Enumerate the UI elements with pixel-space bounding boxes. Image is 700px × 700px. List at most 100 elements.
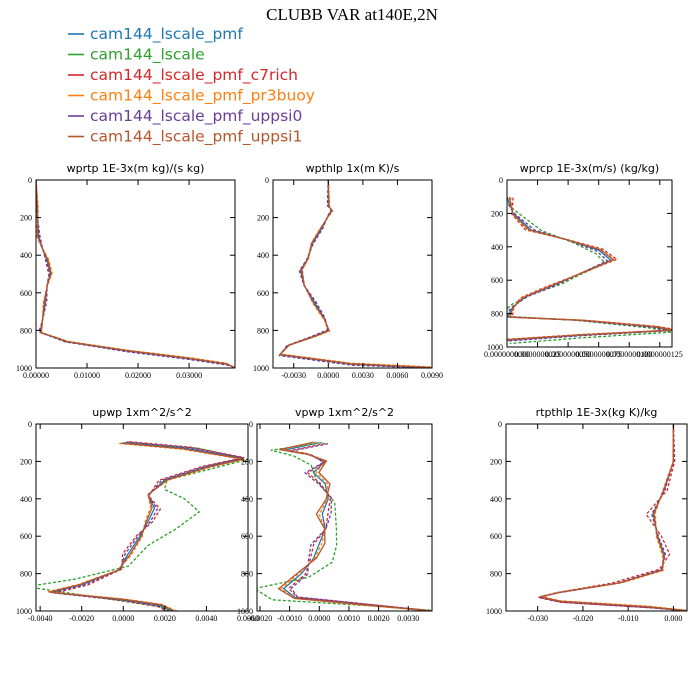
panel-1: wprtp 1E-3x(m kg)/(s kg) 0 200 400 600 800 100… xyxy=(16,162,236,380)
panel-curves xyxy=(36,180,235,368)
y-tick-label: 600 xyxy=(20,532,32,541)
y-tick-label: 200 xyxy=(20,214,32,223)
legend-label: cam144_lscale_pmf_uppsi1 xyxy=(90,128,302,147)
panel-title: wprcp 1E-3x(m/s) (kg/kg) xyxy=(520,162,659,175)
y-tick-label: 200 xyxy=(241,457,253,466)
y-tick-label: 800 xyxy=(490,570,502,579)
panel-title: wprtp 1E-3x(m kg)/(s kg) xyxy=(67,162,205,175)
x-tick-label: 0.0000000100 xyxy=(606,350,652,359)
y-tick-label: 0 xyxy=(249,420,253,429)
panels: wprtp 1E-3x(m kg)/(s kg) 0 200 400 600 800 100… xyxy=(16,162,688,623)
y-tick-label: 200 xyxy=(257,214,269,223)
x-tick-label: 0.0000 xyxy=(112,614,134,623)
legend-label: cam144_lscale_pmf_c7rich xyxy=(90,66,298,85)
legend-label: cam144_lscale xyxy=(90,46,205,65)
y-tick-label: 0 xyxy=(265,176,269,185)
x-tick-label: 0.0090 xyxy=(421,371,443,380)
x-tick-label: 0.0030 xyxy=(397,614,419,623)
x-tick-label: -0.010 xyxy=(618,614,639,623)
y-tick-label: 1000 xyxy=(16,364,32,373)
y-tick-label: 400 xyxy=(491,243,503,252)
panel-curves xyxy=(36,441,248,611)
y-tick-label: 0 xyxy=(28,420,32,429)
x-tick-label: 0.0060 xyxy=(386,371,408,380)
series-line-cam144_lscale xyxy=(257,442,432,611)
series-line-cam144_lscale_pmf_uppsi1 xyxy=(540,424,687,611)
series-line-cam144_lscale_pmf_c7rich xyxy=(287,442,425,611)
y-tick-label: 0 xyxy=(28,176,32,185)
x-tick-label: -0.0040 xyxy=(28,614,53,623)
x-tick-label: -0.0020 xyxy=(248,614,273,623)
y-tick-label: 400 xyxy=(20,251,32,260)
panel-frame xyxy=(256,423,433,612)
series-line-cam144_lscale_pmf_uppsi1 xyxy=(507,196,672,341)
panel-frame xyxy=(35,423,249,612)
y-tick-label: 400 xyxy=(20,495,32,504)
y-tick-label: 600 xyxy=(257,289,269,298)
x-tick-label: 0.0030 xyxy=(352,371,374,380)
series-line-cam144_lscale_pmf_pr3buoy xyxy=(36,180,234,368)
y-tick-label: 1000 xyxy=(16,607,32,616)
x-tick-label: -0.0010 xyxy=(277,614,302,623)
series-line-cam144_lscale_pmf_uppsi1 xyxy=(48,442,244,611)
x-tick-label: 0.0000000075 xyxy=(576,350,622,359)
y-tick-label: 200 xyxy=(20,457,32,466)
x-tick-label: 0.0060 xyxy=(237,614,259,623)
series-line-cam144_lscale_pmf_uppsi0 xyxy=(539,424,687,611)
y-tick-label: 400 xyxy=(241,495,253,504)
series-line-cam144_lscale_pmf_pr3buoy xyxy=(280,441,432,611)
series-line-cam144_lscale_pmf_uppsi0 xyxy=(52,441,245,611)
y-tick-label: 600 xyxy=(490,532,502,541)
series-line-cam144_lscale_pmf xyxy=(282,442,430,611)
x-tick-label: 0.0020 xyxy=(154,614,176,623)
panel-6: rtpthlp 1E-3x(kg K)/kg 0 200 400 600 800 1000 -… xyxy=(486,406,688,623)
panel-title: upwp 1xm^2/s^2 xyxy=(92,406,192,419)
series-line-cam144_lscale_pmf_uppsi1 xyxy=(278,180,432,368)
y-tick-label: 600 xyxy=(241,532,253,541)
legend: cam144_lscale_pmfcam144_lscalecam144_lsc… xyxy=(68,25,315,147)
panel-title: rtpthlp 1E-3x(kg K)/kg xyxy=(536,406,658,419)
x-tick-label: 0.03000 xyxy=(176,371,202,380)
legend-label: cam144_lscale_pmf xyxy=(90,25,243,44)
y-tick-label: 800 xyxy=(20,570,32,579)
x-tick-label: 0.00000 xyxy=(23,371,49,380)
panel-curves xyxy=(537,424,687,611)
panel-curves xyxy=(278,180,432,368)
y-tick-label: 1000 xyxy=(237,607,253,616)
x-tick-label: 0.0000000125 xyxy=(637,350,683,359)
series-line-cam144_lscale_pmf_uppsi0 xyxy=(289,443,422,611)
series-line-cam144_lscale_pmf xyxy=(36,180,235,368)
series-line-cam144_lscale_pmf_uppsi0 xyxy=(36,180,235,368)
x-tick-label: -0.0030 xyxy=(281,371,306,380)
y-tick-label: 800 xyxy=(20,326,32,335)
panel-title: wpthlp 1x(m K)/s xyxy=(306,162,400,175)
y-tick-label: 600 xyxy=(491,276,503,285)
series-line-cam144_lscale_pmf_c7rich xyxy=(36,180,235,368)
x-tick-label: 0.0000000050 xyxy=(545,350,591,359)
y-tick-label: 200 xyxy=(490,457,502,466)
panel-2: wpthlp 1x(m K)/s 0 200 400 600 800 1000 -0.0030… xyxy=(253,162,443,380)
y-tick-label: 800 xyxy=(257,326,269,335)
panel-frame xyxy=(35,179,236,369)
panel-frame xyxy=(506,179,673,348)
x-tick-label: -0.030 xyxy=(527,614,548,623)
x-tick-label: 0.0000000025 xyxy=(515,350,561,359)
y-tick-label: 200 xyxy=(491,209,503,218)
panel-frame xyxy=(505,423,688,612)
x-tick-label: 0.0000 xyxy=(308,614,330,623)
series-line-cam144_lscale xyxy=(36,180,235,368)
panel-title: vpwp 1xm^2/s^2 xyxy=(295,406,394,419)
panel-curves xyxy=(257,441,432,611)
panel-frame xyxy=(272,179,433,369)
x-tick-label: -0.020 xyxy=(573,614,594,623)
y-tick-label: 400 xyxy=(490,495,502,504)
y-tick-label: 600 xyxy=(20,289,32,298)
series-line-cam144_lscale_pmf_uppsi0 xyxy=(507,200,670,342)
legend-label: cam144_lscale_pmf_pr3buoy xyxy=(90,87,315,106)
y-tick-label: 0 xyxy=(498,420,502,429)
y-tick-label: 1000 xyxy=(486,607,502,616)
series-line-cam144_lscale_pmf_uppsi1 xyxy=(277,441,432,611)
figure-title: CLUBB VAR at140E,2N xyxy=(266,5,438,24)
